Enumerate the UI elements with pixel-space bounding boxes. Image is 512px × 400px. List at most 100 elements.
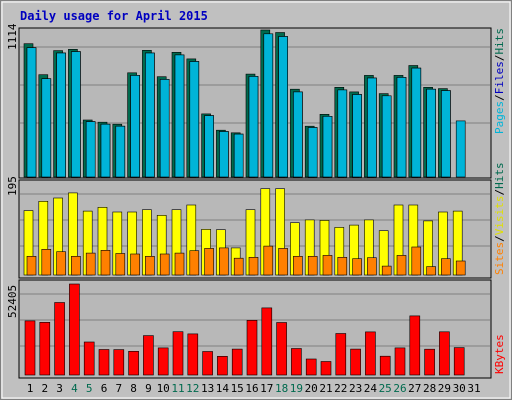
sites-bar xyxy=(248,256,259,276)
pages-bar xyxy=(26,47,37,178)
x-tick-label: 29 xyxy=(438,382,451,395)
x-tick-label: 31 xyxy=(467,382,480,395)
sites-bar xyxy=(174,252,185,276)
sites-bar xyxy=(307,255,318,276)
kbytes-bar xyxy=(453,347,465,376)
kbytes-bar xyxy=(231,348,243,376)
x-tick-label: 12 xyxy=(186,382,199,395)
pages-bar xyxy=(100,123,111,178)
kbytes-bar xyxy=(394,347,406,376)
kbytes-bar xyxy=(39,321,51,376)
pages-bar xyxy=(56,52,66,178)
sites-bar xyxy=(381,265,392,276)
kbytes-bar xyxy=(24,320,36,376)
pages-bar xyxy=(71,51,81,178)
pages-bar xyxy=(455,120,466,178)
legend-visits: Visits xyxy=(493,196,506,236)
x-tick-label: 15 xyxy=(231,382,244,395)
x-tick-label: 2 xyxy=(41,382,48,395)
kbytes-bar xyxy=(128,350,139,376)
sites-bar xyxy=(293,255,303,276)
sites-bar xyxy=(337,256,348,276)
pages-bar xyxy=(352,94,362,178)
pages-bar xyxy=(396,77,407,178)
kbytes-bar xyxy=(424,348,435,376)
kbytes-bar xyxy=(202,351,213,376)
pages-bar xyxy=(115,125,126,178)
x-tick-label: 27 xyxy=(408,382,421,395)
pages-bar xyxy=(159,79,170,178)
x-tick-label: 22 xyxy=(334,382,347,395)
top-legend: Pages/Files/Hits xyxy=(493,28,506,134)
sites-bar xyxy=(71,255,81,276)
x-tick-label: 26 xyxy=(393,382,406,395)
x-tick-label: 6 xyxy=(101,382,108,395)
sites-bar xyxy=(130,253,140,276)
sites-bar xyxy=(426,266,436,276)
x-tick-label: 13 xyxy=(201,382,214,395)
kbytes-bar xyxy=(157,347,169,376)
sites-bar xyxy=(367,257,377,276)
sites-bar xyxy=(115,253,126,276)
x-tick-label: 4 xyxy=(71,382,78,395)
bottom-bars xyxy=(24,283,465,376)
x-tick-label: 8 xyxy=(130,382,137,395)
x-axis-labels: 1 2 3 4 5 6 7 8 9 10 11 12 13 14 15 16 17 18 19 20 21 22 23 24 2… xyxy=(27,382,481,395)
sites-bar xyxy=(189,250,200,276)
kbytes-bar xyxy=(246,319,258,376)
pages-bar xyxy=(278,36,288,178)
x-tick-label: 1 xyxy=(27,382,34,395)
legend-files: Files xyxy=(493,61,506,94)
x-tick-label: 11 xyxy=(171,382,184,395)
kbytes-bar xyxy=(83,341,95,376)
pages-bar xyxy=(145,52,155,178)
pages-bar xyxy=(293,91,303,178)
sites-bar xyxy=(322,255,333,276)
top-bars xyxy=(23,29,466,178)
sites-bar xyxy=(41,249,52,276)
sites-bar xyxy=(100,250,111,276)
chart-title: Daily usage for April 2015 xyxy=(20,9,208,23)
pages-bar xyxy=(441,90,451,178)
kbytes-bar xyxy=(172,331,184,376)
sites-bar xyxy=(396,255,407,276)
x-tick-label: 10 xyxy=(157,382,170,395)
pages-bar xyxy=(411,67,422,178)
pages-bar xyxy=(174,54,185,178)
legend-sites: Sites xyxy=(493,242,506,275)
pages-bar xyxy=(85,121,96,178)
x-tick-label: 14 xyxy=(216,382,230,395)
x-tick-label: 18 xyxy=(275,382,288,395)
sites-bar xyxy=(441,258,451,276)
kbytes-bar xyxy=(217,355,228,376)
legend-hits: Hits xyxy=(493,28,506,55)
sites-bar xyxy=(204,248,214,276)
kbytes-bar xyxy=(320,361,332,376)
x-tick-label: 3 xyxy=(56,382,63,395)
x-tick-label: 30 xyxy=(453,382,466,395)
pages-bar xyxy=(233,133,244,178)
kbytes-bar xyxy=(187,333,199,376)
middle-ymax-label: 195 xyxy=(6,176,19,196)
sites-bar xyxy=(26,255,37,276)
x-tick-label: 23 xyxy=(349,382,362,395)
x-tick-label: 19 xyxy=(290,382,303,395)
sites-bar xyxy=(411,246,422,276)
sites-bar xyxy=(145,255,155,276)
pages-bar xyxy=(248,76,259,178)
pages-bar xyxy=(219,131,229,178)
pages-bar xyxy=(307,127,318,178)
bottom-ymax-label: 52405 xyxy=(6,285,19,318)
sites-bar xyxy=(159,253,170,276)
sites-bar xyxy=(233,257,244,276)
sites-bar xyxy=(263,245,274,276)
middle-legend: Sites/Visits/Hits xyxy=(493,162,506,275)
legend-hits-2: Hits xyxy=(493,162,506,189)
kbytes-bar xyxy=(261,307,273,376)
kbytes-bar xyxy=(54,302,65,376)
x-tick-label: 21 xyxy=(319,382,332,395)
top-ymax-label: 1114 xyxy=(6,23,19,50)
sites-bar xyxy=(219,247,229,276)
pages-bar xyxy=(426,88,436,178)
